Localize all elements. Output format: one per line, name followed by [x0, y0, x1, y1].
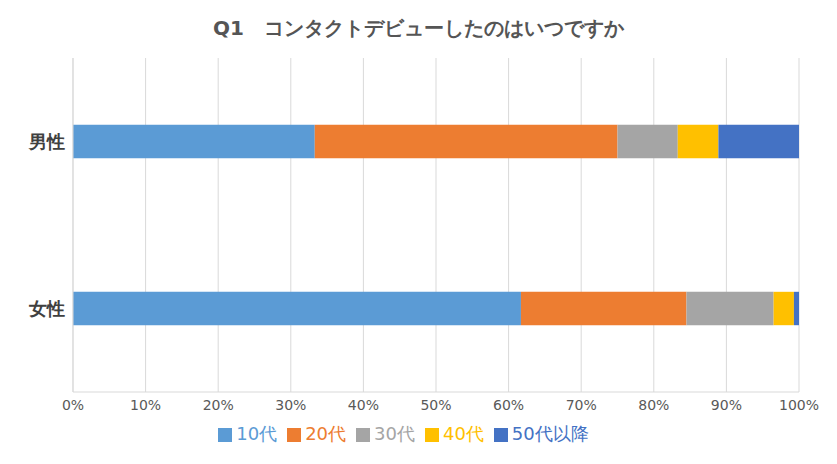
svg-text:60%: 60%	[493, 397, 524, 413]
svg-text:100%: 100%	[779, 397, 819, 413]
svg-text:10%: 10%	[130, 397, 161, 413]
svg-text:20%: 20%	[203, 397, 234, 413]
svg-text:女性: 女性	[28, 298, 65, 319]
html-text:30代: 30代	[374, 423, 415, 444]
html-text:10代: 10代	[236, 423, 278, 444]
svg-text:40%: 40%	[348, 397, 379, 413]
html-text:Q1 コンタクトデビューしたのはいつですか: Q1 コンタクトデビューしたのはいつですか	[213, 16, 624, 40]
svg-text:80%: 80%	[638, 397, 669, 413]
html-text:20代: 20代	[305, 423, 346, 444]
svg-text:男性: 男性	[28, 131, 65, 152]
svg-text:90%: 90%	[711, 397, 742, 413]
html-text:40代: 40代	[443, 423, 484, 444]
html-text:50代以降: 50代以降	[511, 423, 589, 444]
svg-text:30%: 30%	[275, 397, 306, 413]
svg-text:70%: 70%	[566, 397, 597, 413]
svg-text:50%: 50%	[420, 397, 451, 413]
svg-text:0%: 0%	[62, 397, 84, 413]
